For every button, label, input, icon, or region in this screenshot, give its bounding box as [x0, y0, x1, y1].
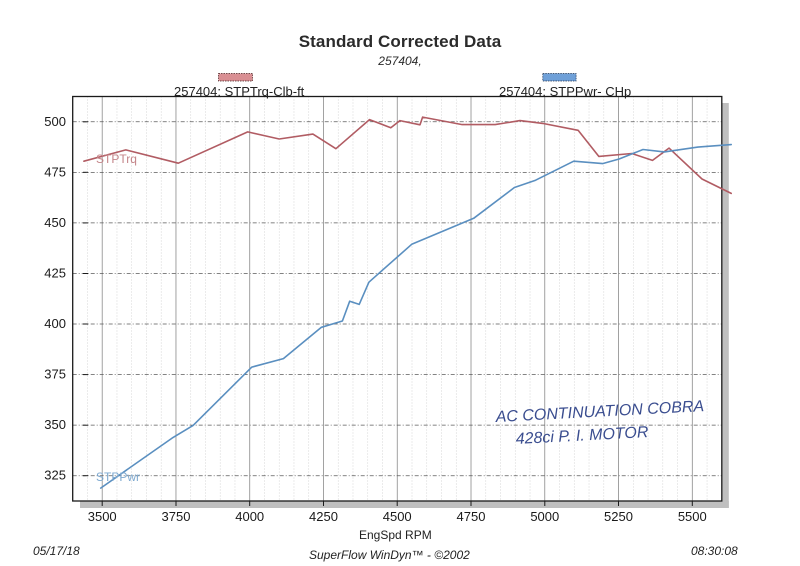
- svg-text:325: 325: [44, 468, 66, 483]
- svg-text:3750: 3750: [162, 509, 191, 524]
- svg-text:425: 425: [44, 266, 66, 281]
- svg-text:400: 400: [44, 316, 66, 331]
- svg-text:5500: 5500: [678, 509, 707, 524]
- svg-text:500: 500: [44, 114, 66, 129]
- svg-text:3500: 3500: [88, 509, 117, 524]
- svg-text:STPTrq: STPTrq: [96, 152, 137, 166]
- svg-text:4750: 4750: [457, 509, 486, 524]
- svg-text:4500: 4500: [383, 509, 412, 524]
- svg-text:5000: 5000: [530, 509, 559, 524]
- svg-text:475: 475: [44, 164, 66, 179]
- svg-text:STPPwr: STPPwr: [96, 470, 140, 484]
- svg-text:450: 450: [44, 215, 66, 230]
- svg-text:350: 350: [44, 417, 66, 432]
- svg-text:4250: 4250: [309, 509, 338, 524]
- svg-text:5250: 5250: [604, 509, 633, 524]
- svg-text:375: 375: [44, 367, 66, 382]
- svg-text:4000: 4000: [235, 509, 264, 524]
